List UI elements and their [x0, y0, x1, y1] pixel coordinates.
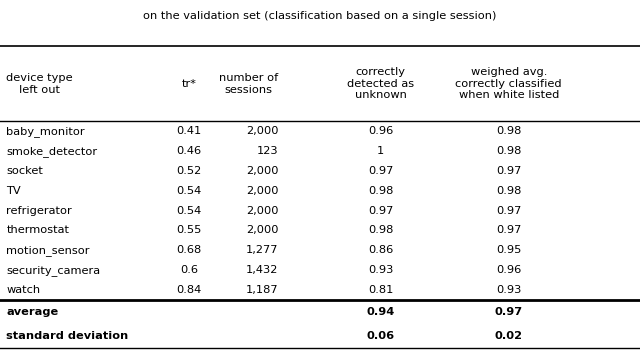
- Text: weighed avg.
correctly classified
when white listed: weighed avg. correctly classified when w…: [456, 67, 562, 100]
- Text: 0.84: 0.84: [176, 285, 202, 295]
- Text: TV: TV: [6, 186, 21, 196]
- Text: average: average: [6, 307, 59, 317]
- Text: 0.97: 0.97: [496, 166, 522, 176]
- Text: 1: 1: [377, 146, 385, 156]
- Text: security_camera: security_camera: [6, 265, 100, 276]
- Text: 0.98: 0.98: [496, 126, 522, 136]
- Text: 0.96: 0.96: [368, 126, 394, 136]
- Text: device type
left out: device type left out: [6, 73, 73, 95]
- Text: 2,000: 2,000: [246, 206, 278, 216]
- Text: 1,432: 1,432: [246, 265, 278, 275]
- Text: 0.97: 0.97: [496, 206, 522, 216]
- Text: motion_sensor: motion_sensor: [6, 245, 90, 256]
- Text: 0.98: 0.98: [368, 186, 394, 196]
- Text: 0.68: 0.68: [176, 245, 202, 255]
- Text: 2,000: 2,000: [246, 126, 278, 136]
- Text: 0.55: 0.55: [176, 226, 202, 236]
- Text: smoke_detector: smoke_detector: [6, 146, 97, 157]
- Text: standard deviation: standard deviation: [6, 331, 129, 341]
- Text: socket: socket: [6, 166, 44, 176]
- Text: 0.97: 0.97: [496, 226, 522, 236]
- Text: 0.98: 0.98: [496, 186, 522, 196]
- Text: 0.81: 0.81: [368, 285, 394, 295]
- Text: 0.86: 0.86: [368, 245, 394, 255]
- Text: 123: 123: [257, 146, 278, 156]
- Text: baby_monitor: baby_monitor: [6, 126, 85, 137]
- Text: 0.93: 0.93: [496, 285, 522, 295]
- Text: refrigerator: refrigerator: [6, 206, 72, 216]
- Text: on the validation set (classification based on a single session): on the validation set (classification ba…: [143, 11, 497, 21]
- Text: 2,000: 2,000: [246, 186, 278, 196]
- Text: 0.06: 0.06: [367, 331, 395, 341]
- Text: 0.95: 0.95: [496, 245, 522, 255]
- Text: 0.46: 0.46: [176, 146, 202, 156]
- Text: 0.93: 0.93: [368, 265, 394, 275]
- Text: 0.97: 0.97: [368, 166, 394, 176]
- Text: number of
sessions: number of sessions: [219, 73, 278, 95]
- Text: 0.6: 0.6: [180, 265, 198, 275]
- Text: 0.98: 0.98: [496, 146, 522, 156]
- Text: 1,277: 1,277: [246, 245, 278, 255]
- Text: 0.98: 0.98: [368, 226, 394, 236]
- Text: 0.41: 0.41: [176, 126, 202, 136]
- Text: 0.54: 0.54: [176, 186, 202, 196]
- Text: 0.54: 0.54: [176, 206, 202, 216]
- Text: 0.52: 0.52: [176, 166, 202, 176]
- Text: watch: watch: [6, 285, 40, 295]
- Text: 0.02: 0.02: [495, 331, 523, 341]
- Text: 0.94: 0.94: [367, 307, 395, 317]
- Text: 0.97: 0.97: [368, 206, 394, 216]
- Text: 1,187: 1,187: [246, 285, 278, 295]
- Text: 0.97: 0.97: [495, 307, 523, 317]
- Text: 2,000: 2,000: [246, 166, 278, 176]
- Text: thermostat: thermostat: [6, 226, 69, 236]
- Text: correctly
detected as
unknown: correctly detected as unknown: [348, 67, 414, 100]
- Text: tr*: tr*: [181, 79, 196, 89]
- Text: 0.96: 0.96: [496, 265, 522, 275]
- Text: 2,000: 2,000: [246, 226, 278, 236]
